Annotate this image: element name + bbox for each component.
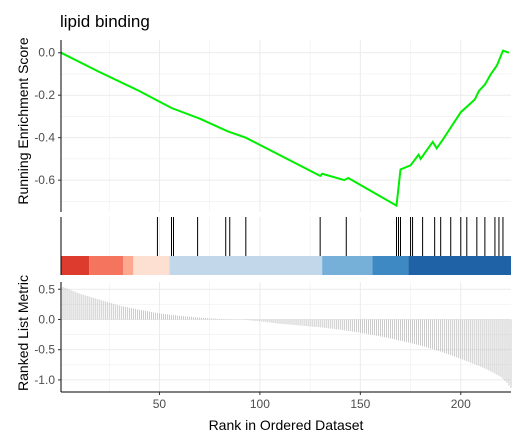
x-tick-label: 100 — [250, 397, 270, 411]
color-bar-segment — [89, 256, 124, 275]
x-tick-label: 50 — [153, 397, 167, 411]
color-bar-segment — [61, 256, 90, 275]
metric-tick-label: 0.0 — [38, 312, 55, 326]
enrichment-y-axis: 0.0 -0.2 -0.4 -0.6 — [34, 40, 62, 212]
metric-tick-label: -0.5 — [34, 343, 55, 357]
enrichment-grid — [61, 40, 511, 212]
metric-tick-label: -1.0 — [34, 373, 55, 387]
enrichment-y-axis-title: Running Enrichment Score — [15, 37, 31, 205]
color-bar-segment — [123, 256, 134, 275]
x-tick-label: 150 — [350, 397, 370, 411]
enrichment-curve — [60, 49, 510, 208]
metric-y-axis: 0.5 0.0 -0.5 -1.0 — [34, 282, 62, 392]
x-tick-label: 200 — [451, 397, 471, 411]
color-bar-segment — [133, 256, 170, 275]
x-axis-title: Rank in Ordered Dataset — [209, 417, 364, 433]
enrichment-tick-label: -0.2 — [34, 88, 55, 102]
metric-bars — [60, 286, 512, 388]
x-axis: 50 100 150 200 — [61, 391, 511, 411]
chart-title: lipid binding — [60, 12, 150, 31]
hit-lines — [156, 217, 504, 256]
color-bar-segment — [322, 256, 373, 275]
color-bar-segment — [169, 256, 323, 275]
rank-color-bar — [61, 256, 511, 275]
enrichment-tick-label: -0.6 — [34, 173, 55, 187]
enrichment-tick-label: 0.0 — [38, 46, 55, 60]
enrichment-tick-label: -0.4 — [34, 131, 55, 145]
color-bar-segment — [372, 256, 409, 275]
color-bar-segment — [408, 256, 511, 275]
metric-tick-label: 0.5 — [38, 282, 55, 296]
metric-y-axis-title: Ranked List Metric — [15, 275, 31, 391]
